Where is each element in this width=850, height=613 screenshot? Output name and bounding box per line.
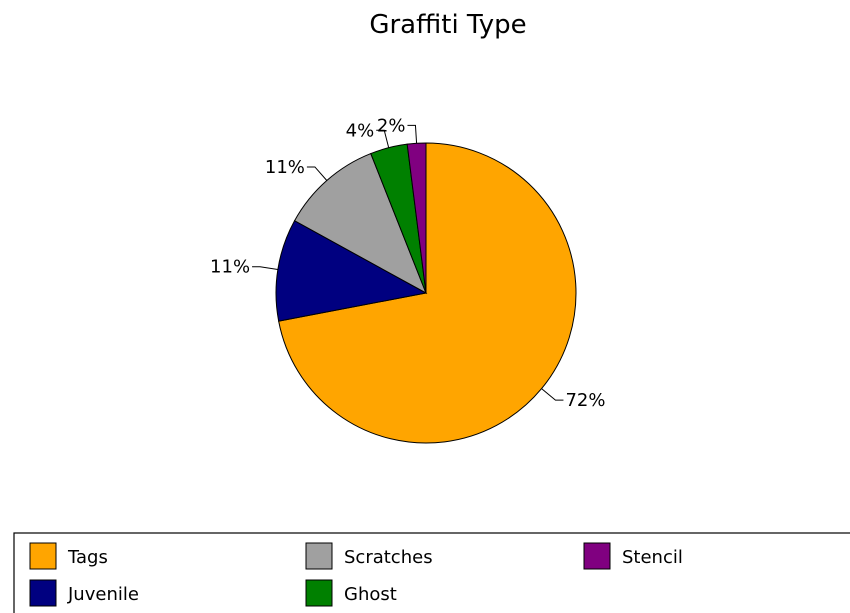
legend-label-juvenile: Juvenile (67, 584, 139, 605)
pie-slice-juvenile (275, 220, 428, 322)
chart-title: Graffiti Type (369, 10, 526, 40)
pie-slice-tags (278, 142, 577, 444)
legend-swatch-tags (29, 542, 57, 570)
legend-swatch-ghost (305, 579, 333, 607)
leader-line-tags (541, 388, 564, 401)
legend-label-scratches: Scratches (344, 547, 433, 568)
legend-label-stencil: Stencil (622, 547, 683, 568)
pie-labels: 72% 11% 11% 4% 2% (210, 115, 605, 411)
leader-line-stencil (407, 124, 418, 144)
pie-slices (275, 142, 577, 444)
slice-label-juvenile: 11% (210, 257, 250, 278)
legend-label-ghost: Ghost (344, 584, 397, 605)
slice-label-scratches: 11% (265, 157, 305, 178)
leader-line-ghost (376, 129, 390, 148)
leader-line-juvenile (252, 266, 278, 271)
legend-swatch-scratches (305, 542, 333, 570)
leader-line-scratches (306, 166, 328, 181)
legend: Tags Scratches Stencil Juvenile Ghost (13, 532, 850, 613)
slice-label-tags: 72% (565, 390, 605, 411)
legend-box (13, 532, 850, 613)
slice-label-stencil: 2% (377, 115, 406, 136)
legend-label-tags: Tags (67, 547, 108, 568)
pie-slice-stencil (406, 142, 427, 294)
pie-slice-scratches (293, 152, 427, 295)
legend-swatch-juvenile (29, 579, 57, 607)
slice-label-ghost: 4% (346, 120, 375, 141)
legend-swatch-stencil (583, 542, 611, 570)
